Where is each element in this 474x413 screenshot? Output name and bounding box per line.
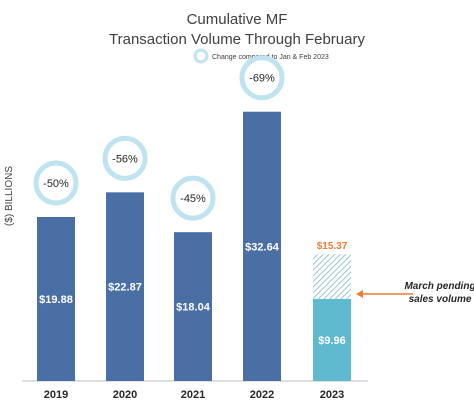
x-tick-label: 2022 [250,389,274,401]
bar-2021 [174,232,212,381]
chart-subtitle: Transaction Volume Through February [109,31,365,48]
bar-value-label: $19.88 [39,294,73,306]
x-tick-label: 2019 [44,389,68,401]
bar-value-label: $32.64 [245,241,280,253]
change-badge-label: -56% [112,153,138,165]
change-badge-ring-icon [102,135,148,181]
bar-2020 [106,192,144,381]
pending-annotation: March pending sales volume [356,281,474,305]
pending-annotation-line2: sales volume [409,294,472,305]
pending-arrowhead [356,290,363,298]
pending-annotation-line1: March pending [404,281,474,292]
bar-value-label: $9.96 [318,335,346,347]
x-tick-label: 2021 [181,389,205,401]
bar-2019 [37,216,75,381]
x-tick-labels: 2019 2020 2021 2022 2023 [44,389,344,401]
bar-labels: $19.88 $22.87 $18.04 $32.64 $9.96 [39,241,346,347]
change-badge: -69% [239,55,285,101]
bar-2023 [313,298,351,381]
pending-group: $15.37 [313,241,351,299]
change-badge-ring-icon [239,55,285,101]
pending-hatch-bar [313,254,351,299]
chart-title: Cumulative MF [187,11,288,28]
change-badge-label: -45% [180,193,206,205]
change-badge: -45% [170,175,216,221]
change-badge-label: -50% [43,178,69,190]
x-tick-label: 2023 [320,389,344,401]
change-badge-label: -69% [249,73,275,85]
bars [37,111,351,381]
pending-total-label: $15.37 [317,241,348,252]
bar-value-label: $22.87 [108,282,142,294]
legend-ring-icon [193,48,209,64]
y-axis-label: ($) BILLIONS [4,166,15,226]
bar-value-label: $18.04 [176,302,211,314]
change-badge: -50% [33,160,79,206]
x-tick-label: 2020 [113,389,137,401]
change-badge: -56% [102,135,148,181]
change-badge-ring-icon [33,160,79,206]
bar-2022 [243,111,281,381]
change-badges: -50% -56% -45% -69% [33,55,285,221]
change-badge-ring-icon [170,175,216,221]
